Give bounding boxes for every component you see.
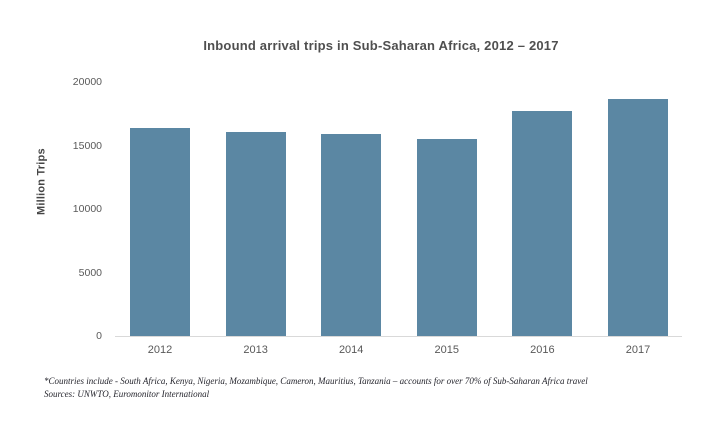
y-tick-label-20000: 20000 xyxy=(72,76,102,88)
x-tick-label-2012: 2012 xyxy=(147,344,173,356)
x-tick-label-2015: 2015 xyxy=(434,344,460,356)
x-tick-label-2016: 2016 xyxy=(530,344,555,356)
bar-slot-2015: 2015 xyxy=(416,82,477,356)
bar-slot-2017: 2017 xyxy=(607,82,668,356)
y-tick-label-0: 0 xyxy=(96,330,102,342)
bar-2014 xyxy=(321,134,382,336)
bar-2016 xyxy=(512,111,573,336)
y-axis-ticks: 0 5000 10000 15000 20000 xyxy=(40,76,102,342)
plot-area: 2012 2013 2014 2015 2016 2017 xyxy=(115,82,682,356)
y-tick-label-15000: 15000 xyxy=(72,139,102,152)
y-tick-label-5000: 5000 xyxy=(78,266,102,279)
chart-title: Inbound arrival trips in Sub-Saharan Afr… xyxy=(203,38,559,53)
footnote-line-2: Sources: UNWTO, Euromonitor Internationa… xyxy=(44,388,210,399)
bar-2012 xyxy=(130,127,190,336)
footnote-line-1: *Countries include - South Africa, Kenya… xyxy=(44,376,588,386)
bar-slot-2014: 2014 xyxy=(321,82,382,356)
bar-2015 xyxy=(416,139,477,336)
bar-2017 xyxy=(607,98,668,336)
bar-slot-2012: 2012 xyxy=(130,82,190,356)
bar-slot-2013: 2013 xyxy=(225,82,286,356)
bar-2013 xyxy=(225,131,286,336)
bar-slot-2016: 2016 xyxy=(512,82,573,356)
y-tick-label-10000: 10000 xyxy=(72,203,102,215)
x-tick-label-2014: 2014 xyxy=(338,344,364,356)
footnote: *Countries include - South Africa, Kenya… xyxy=(44,375,708,400)
bars-container: 2012 2013 2014 2015 2016 2017 xyxy=(115,82,682,356)
x-tick-label-2017: 2017 xyxy=(625,344,651,356)
x-tick-label-2013: 2013 xyxy=(243,344,268,356)
